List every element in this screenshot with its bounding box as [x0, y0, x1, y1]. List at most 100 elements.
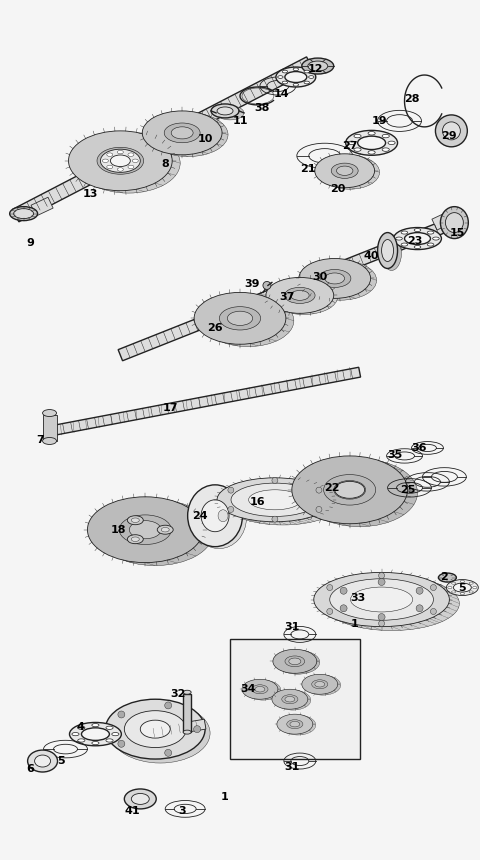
- Circle shape: [327, 609, 333, 614]
- Ellipse shape: [132, 159, 138, 163]
- Ellipse shape: [78, 739, 85, 742]
- Ellipse shape: [315, 154, 374, 187]
- Text: 29: 29: [442, 131, 457, 141]
- Ellipse shape: [117, 168, 123, 171]
- Ellipse shape: [312, 679, 328, 689]
- Text: 2: 2: [441, 572, 448, 581]
- Ellipse shape: [130, 520, 161, 538]
- Ellipse shape: [110, 155, 130, 167]
- Ellipse shape: [218, 510, 228, 522]
- Polygon shape: [31, 197, 53, 216]
- Circle shape: [443, 122, 460, 140]
- Ellipse shape: [228, 311, 252, 325]
- Circle shape: [228, 507, 234, 513]
- Ellipse shape: [414, 229, 421, 231]
- Ellipse shape: [219, 307, 261, 330]
- Ellipse shape: [446, 580, 478, 595]
- Circle shape: [431, 585, 436, 591]
- Ellipse shape: [405, 232, 431, 244]
- Text: 5: 5: [458, 582, 466, 593]
- Text: 17: 17: [162, 403, 178, 413]
- Ellipse shape: [348, 141, 355, 144]
- Text: 4: 4: [76, 722, 84, 732]
- Text: 13: 13: [83, 188, 98, 199]
- Text: 18: 18: [110, 525, 126, 535]
- Ellipse shape: [308, 61, 328, 71]
- Ellipse shape: [441, 206, 468, 238]
- Text: 19: 19: [372, 116, 387, 126]
- Circle shape: [379, 573, 384, 579]
- Ellipse shape: [273, 649, 317, 673]
- Ellipse shape: [335, 482, 365, 498]
- Ellipse shape: [106, 739, 113, 742]
- Ellipse shape: [211, 104, 239, 118]
- Ellipse shape: [315, 681, 324, 687]
- Text: 39: 39: [244, 280, 260, 290]
- Ellipse shape: [183, 691, 191, 694]
- Ellipse shape: [128, 153, 134, 157]
- Ellipse shape: [314, 573, 449, 627]
- Ellipse shape: [290, 722, 300, 727]
- Ellipse shape: [302, 58, 334, 74]
- Ellipse shape: [305, 261, 377, 300]
- Text: 34: 34: [240, 685, 256, 694]
- Text: 30: 30: [312, 273, 327, 282]
- Ellipse shape: [127, 535, 144, 544]
- Bar: [43, 415, 57, 441]
- Ellipse shape: [277, 714, 313, 734]
- Ellipse shape: [285, 697, 295, 702]
- Ellipse shape: [414, 245, 421, 249]
- Circle shape: [378, 579, 385, 586]
- Ellipse shape: [97, 147, 144, 175]
- Ellipse shape: [183, 730, 191, 734]
- Ellipse shape: [276, 67, 316, 87]
- Text: 36: 36: [412, 443, 427, 453]
- Ellipse shape: [358, 136, 385, 150]
- Text: 20: 20: [330, 184, 346, 194]
- Ellipse shape: [231, 483, 319, 517]
- Ellipse shape: [401, 243, 408, 246]
- Circle shape: [118, 711, 125, 718]
- Ellipse shape: [275, 690, 311, 710]
- Ellipse shape: [382, 235, 402, 270]
- Ellipse shape: [43, 409, 57, 416]
- Ellipse shape: [70, 722, 121, 746]
- Circle shape: [118, 740, 125, 747]
- Ellipse shape: [217, 478, 333, 522]
- Text: 35: 35: [387, 450, 402, 460]
- Ellipse shape: [106, 152, 134, 169]
- Ellipse shape: [92, 741, 99, 745]
- Ellipse shape: [282, 71, 288, 73]
- Ellipse shape: [97, 500, 213, 566]
- Text: 5: 5: [57, 756, 64, 766]
- Text: 23: 23: [407, 236, 422, 246]
- Ellipse shape: [161, 527, 169, 532]
- Ellipse shape: [460, 580, 465, 582]
- Ellipse shape: [119, 515, 171, 544]
- Ellipse shape: [401, 231, 408, 234]
- Circle shape: [193, 726, 201, 733]
- Ellipse shape: [334, 481, 366, 499]
- Text: 33: 33: [350, 593, 365, 603]
- Ellipse shape: [128, 165, 134, 169]
- Polygon shape: [144, 719, 206, 739]
- Text: 25: 25: [400, 485, 415, 494]
- Ellipse shape: [157, 525, 173, 534]
- Text: 6: 6: [27, 764, 35, 774]
- Ellipse shape: [282, 695, 298, 703]
- Ellipse shape: [225, 481, 341, 525]
- Ellipse shape: [106, 726, 113, 729]
- Text: 15: 15: [450, 228, 465, 237]
- Ellipse shape: [292, 456, 408, 524]
- Ellipse shape: [438, 573, 456, 582]
- Text: 41: 41: [124, 806, 140, 816]
- Ellipse shape: [289, 658, 301, 665]
- Text: 32: 32: [170, 689, 186, 699]
- Ellipse shape: [266, 278, 334, 313]
- Ellipse shape: [432, 237, 439, 240]
- Ellipse shape: [293, 68, 299, 71]
- Ellipse shape: [378, 232, 397, 268]
- Ellipse shape: [452, 591, 456, 593]
- Ellipse shape: [217, 107, 233, 115]
- Ellipse shape: [87, 497, 203, 562]
